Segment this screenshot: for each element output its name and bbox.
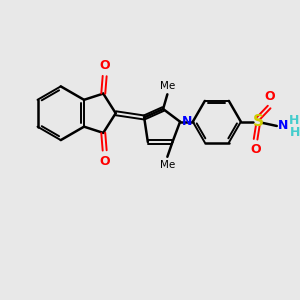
Text: O: O <box>99 155 110 168</box>
Text: S: S <box>253 114 264 129</box>
Text: O: O <box>250 143 261 156</box>
Text: H: H <box>289 114 299 128</box>
Text: O: O <box>264 90 275 103</box>
Text: H: H <box>290 126 300 139</box>
Text: O: O <box>99 59 110 72</box>
Text: N: N <box>278 119 288 133</box>
Text: Me: Me <box>160 81 175 91</box>
Text: Me: Me <box>160 160 175 170</box>
Text: N: N <box>182 115 193 128</box>
